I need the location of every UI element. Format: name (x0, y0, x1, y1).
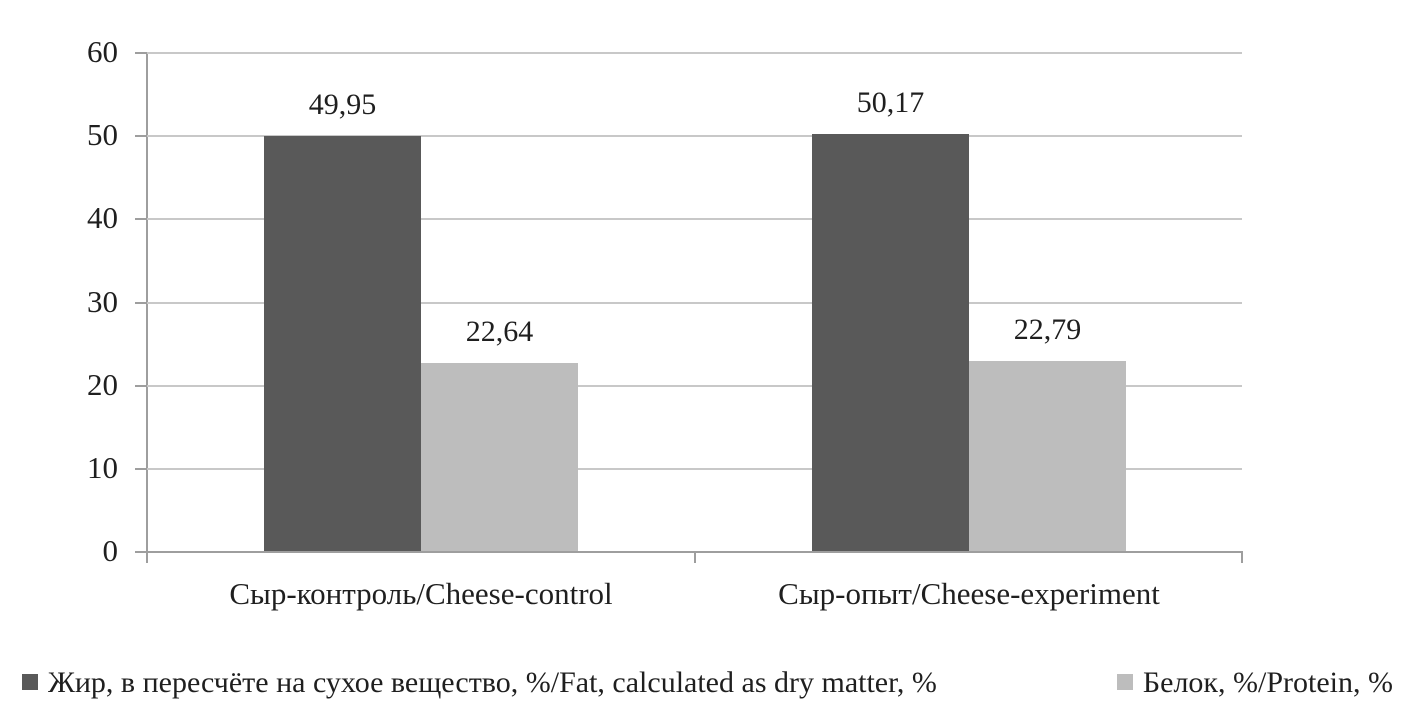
x-axis-tick (694, 551, 696, 563)
bar-fat (264, 136, 421, 551)
gridline (147, 468, 1242, 470)
legend-swatch-protein (1116, 674, 1133, 690)
bar: 22,79 (969, 52, 1126, 551)
plot-area: 49,95 22,64 50,17 22,79 (147, 52, 1243, 553)
y-axis-tick-label: 30 (87, 284, 118, 319)
y-axis-tick-label: 0 (102, 533, 119, 568)
gridline (147, 302, 1242, 304)
y-axis-labels: 0 10 20 30 40 50 60 (0, 0, 118, 727)
gridline (147, 135, 1242, 137)
bar-protein (969, 361, 1126, 551)
legend-label: Белок, %/Protein, % (1142, 666, 1393, 699)
bar: 50,17 (812, 52, 969, 551)
bar-group: 49,95 22,64 (147, 52, 695, 551)
bar-fat (812, 134, 969, 551)
y-axis-tick (135, 135, 147, 137)
legend-swatch-fat (22, 674, 38, 690)
gridline (147, 52, 1242, 54)
y-axis-tick (135, 218, 147, 220)
y-axis-tick (135, 385, 147, 387)
bar-protein (421, 363, 578, 551)
gridline (147, 385, 1242, 387)
chart-legend: Жир, в пересчёте на сухое вещество, %/Fa… (22, 666, 1393, 700)
x-axis-tick (1241, 551, 1243, 563)
gridline (147, 218, 1242, 220)
y-axis-line (146, 52, 148, 563)
legend-item: Жир, в пересчёте на сухое вещество, %/Fa… (22, 666, 937, 700)
bar-value-label: 22,64 (465, 315, 534, 348)
legend-label: Жир, в пересчёте на сухое вещество, %/Fa… (48, 666, 937, 699)
y-axis-tick-label: 50 (87, 117, 118, 152)
category-label: Сыр-контроль/Cheese-control (229, 576, 613, 611)
y-axis-tick (135, 551, 147, 553)
bar-value-label: 22,79 (1013, 313, 1082, 346)
bar: 22,64 (421, 52, 578, 551)
bar-group: 50,17 22,79 (695, 52, 1243, 551)
y-axis-tick (135, 468, 147, 470)
category-label: Сыр-опыт/Cheese-experiment (778, 576, 1160, 611)
bar-value-label: 50,17 (856, 86, 925, 119)
y-axis-tick-label: 20 (87, 367, 118, 402)
y-axis-tick (135, 302, 147, 304)
bar: 49,95 (264, 52, 421, 551)
y-axis-tick (135, 52, 147, 54)
y-axis-tick-label: 40 (87, 200, 118, 235)
bar-value-label: 49,95 (308, 88, 377, 121)
y-axis-tick-label: 60 (87, 34, 118, 69)
y-axis-tick-label: 10 (87, 450, 118, 485)
legend-item: Белок, %/Protein, % (1116, 666, 1393, 700)
